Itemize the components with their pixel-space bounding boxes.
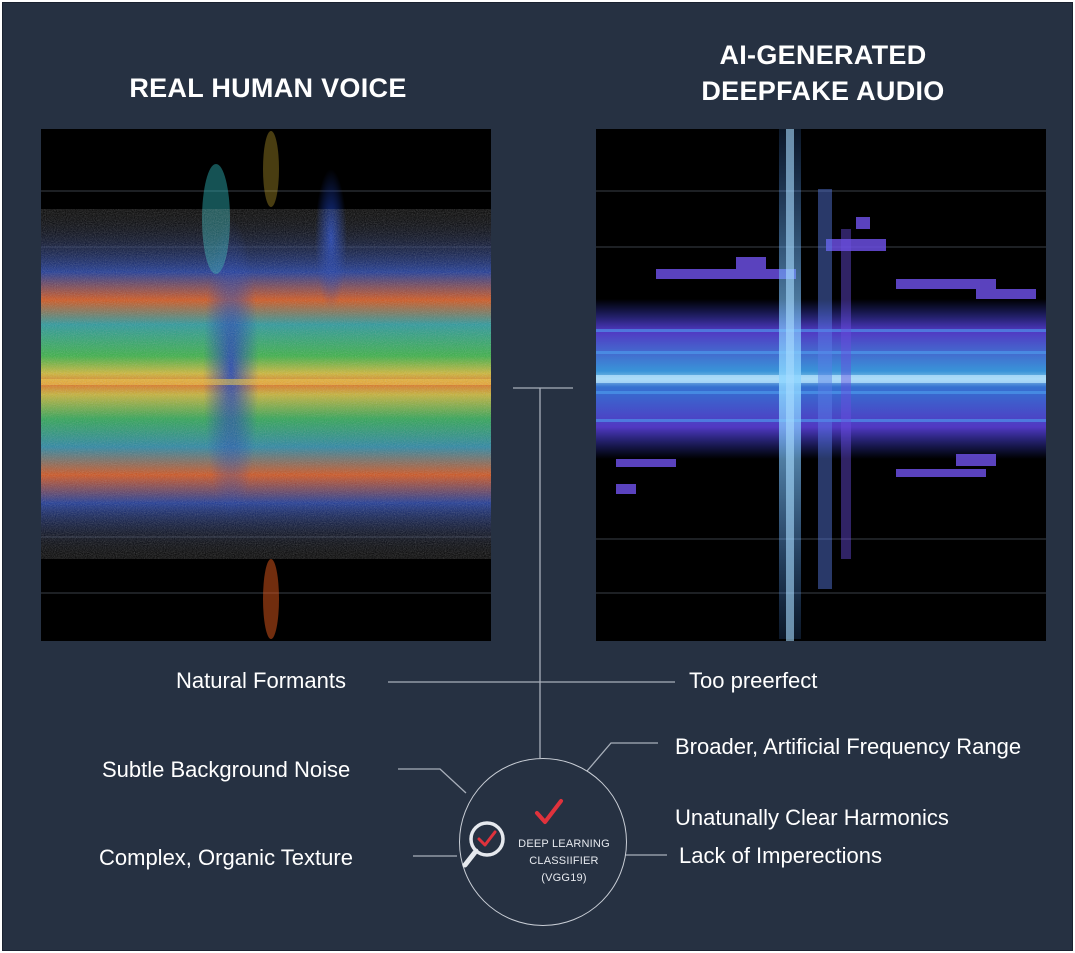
imperfections-label: Lack of Imperections [679,843,882,868]
clear-harmonics-label: Unatunally Clear Harmonics [675,805,949,830]
deepfake-heading-line1: AI-GENERATED [719,40,927,70]
natural-formants-label: Natural Formants [176,668,346,693]
deepfake-heading-line2: DEEPFAKE AUDIO [701,76,945,106]
classifier-icons [462,799,563,868]
classifier-circle [459,758,627,926]
classifier-line3: (VGG19) [541,872,587,884]
classifier-label: DEEP LEARNING CLASSIIFIER (VGG19) [509,836,619,887]
classifier-line2: CLASSIIFIER [529,855,599,867]
real-voice-spectrogram [41,129,491,641]
deepfake-spectrogram [596,129,1046,641]
classifier-line1: DEEP LEARNING [518,838,610,850]
real-voice-heading: REAL HUMAN VOICE [129,73,407,103]
frequency-range-label: Broader, Artificial Frequency Range [675,734,1022,759]
deepfake-heading: AI-GENERATED DEEPFAKE AUDIO [598,37,1048,109]
checkmark-icon [535,799,563,824]
organic-texture-label: Complex, Organic Texture [99,845,353,870]
too-perfect-label: Too preerfect [689,668,818,693]
magnifier-icon [462,821,505,868]
background-noise-label: Subtle Background Noise [102,757,351,782]
connector-lines [388,387,675,857]
